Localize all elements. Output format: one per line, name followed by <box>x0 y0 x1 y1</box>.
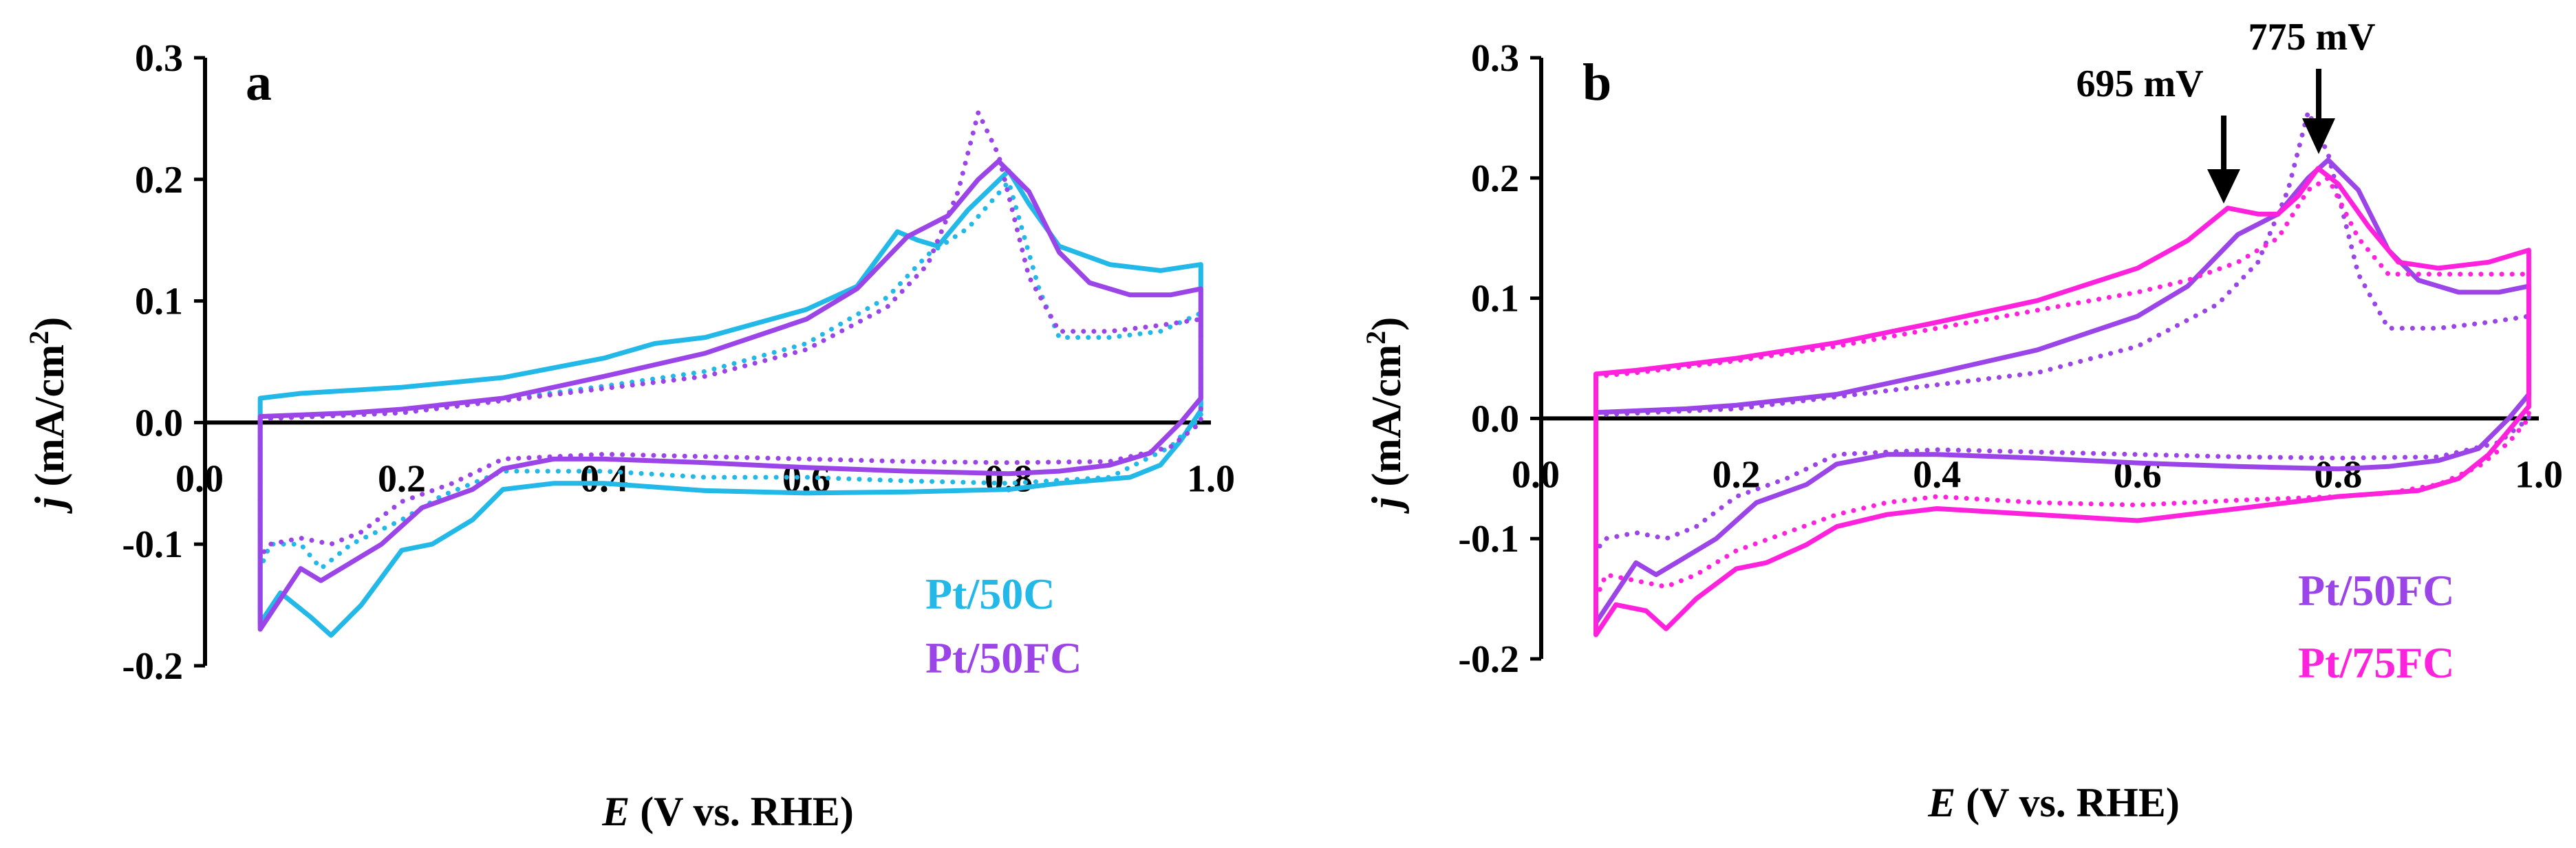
y-tick-label: 0.2 <box>135 159 183 202</box>
x-tick-label: 1.0 <box>1187 457 1235 500</box>
x-tick-label: 0.4 <box>580 457 628 500</box>
panel-b-axes <box>1530 56 2539 661</box>
panel-b-series-pt-75fc-solid <box>1593 166 2531 638</box>
x-tick-label: 0.4 <box>1913 453 1961 496</box>
panel-a-series-pt-50c-dotted <box>257 177 1203 572</box>
y-tick-label: 0.2 <box>1471 157 1519 200</box>
x-tick-label: 0.0 <box>175 457 224 500</box>
panel-a-series-pt-50fc-solid <box>257 158 1203 632</box>
panel-a-series-pt-50c-solid <box>257 168 1203 638</box>
x-tick-label: 0.2 <box>378 457 426 500</box>
panel-a-series-pt-50fc-dotted <box>257 105 1203 563</box>
panel-a-y-axis-title: j (mA/cm2) <box>23 317 72 514</box>
panel-a-x-axis-title: E (V vs. RHE) <box>601 789 854 834</box>
panel-b-legend-entry-1: Pt/50FC <box>2298 566 2455 615</box>
x-tick-label: 0.0 <box>1512 453 1560 496</box>
x-tick-label: 1.0 <box>2515 453 2563 496</box>
x-tick-label: 0.2 <box>1713 453 1761 496</box>
panel-b-series <box>1593 105 2531 638</box>
panel-b-series-pt-75fc-dotted <box>1593 174 2531 600</box>
annotation-775mv-arrow <box>2302 69 2335 154</box>
annotation-695mv: 695 mV <box>2076 63 2203 105</box>
y-tick-label: 0.3 <box>1471 37 1519 80</box>
panel-a: a 0.30.20.10.0-0.1-0.20.0 0.2 0.4 0.6 0.8 1.0… <box>23 37 1235 834</box>
x-tick-label: 0.8 <box>985 457 1033 500</box>
annotation-775mv: 775 mV <box>2248 16 2375 58</box>
panel-a-axes <box>194 56 1211 668</box>
x-tick-label: 0.8 <box>2314 453 2362 496</box>
panel-a-letter: a <box>246 54 272 111</box>
panel-b: b 0.30.20.10.0-0.1-0.20.0 0.2 0.4 0.6 0.8 1.0… <box>1360 16 2563 825</box>
y-tick-label: 0.0 <box>1471 398 1519 440</box>
panel-b-series-pt-50fc-dotted <box>1593 105 2531 558</box>
panel-b-letter: b <box>1582 54 1611 111</box>
y-tick-label: 0.1 <box>135 281 183 323</box>
y-tick-label: 0.1 <box>1471 278 1519 320</box>
y-tick-label: -0.2 <box>1458 638 1519 681</box>
panel-a-legend-entry-1: Pt/50C <box>925 569 1055 618</box>
panel-b-tick-labels: 0.30.20.10.0-0.1-0.20.0 0.2 0.4 0.6 0.8 1.0 <box>1458 37 2563 681</box>
y-tick-label: 0.0 <box>135 402 183 444</box>
panel-b-y-axis-title: j (mA/cm2) <box>1360 317 1409 514</box>
panel-b-x-axis-title: E (V vs. RHE) <box>1927 780 2180 825</box>
panel-a-series <box>257 105 1203 638</box>
annotation-695mv-arrow <box>2207 116 2240 204</box>
y-tick-label: 0.3 <box>135 37 183 80</box>
panel-b-legend-entry-2: Pt/75FC <box>2298 638 2455 687</box>
y-tick-label: -0.1 <box>1458 518 1519 561</box>
panel-a-legend-entry-2: Pt/50FC <box>925 633 1082 682</box>
y-tick-label: -0.2 <box>122 645 183 688</box>
y-tick-label: -0.1 <box>122 523 183 566</box>
panel-b-series-pt-50fc-solid <box>1593 157 2531 626</box>
